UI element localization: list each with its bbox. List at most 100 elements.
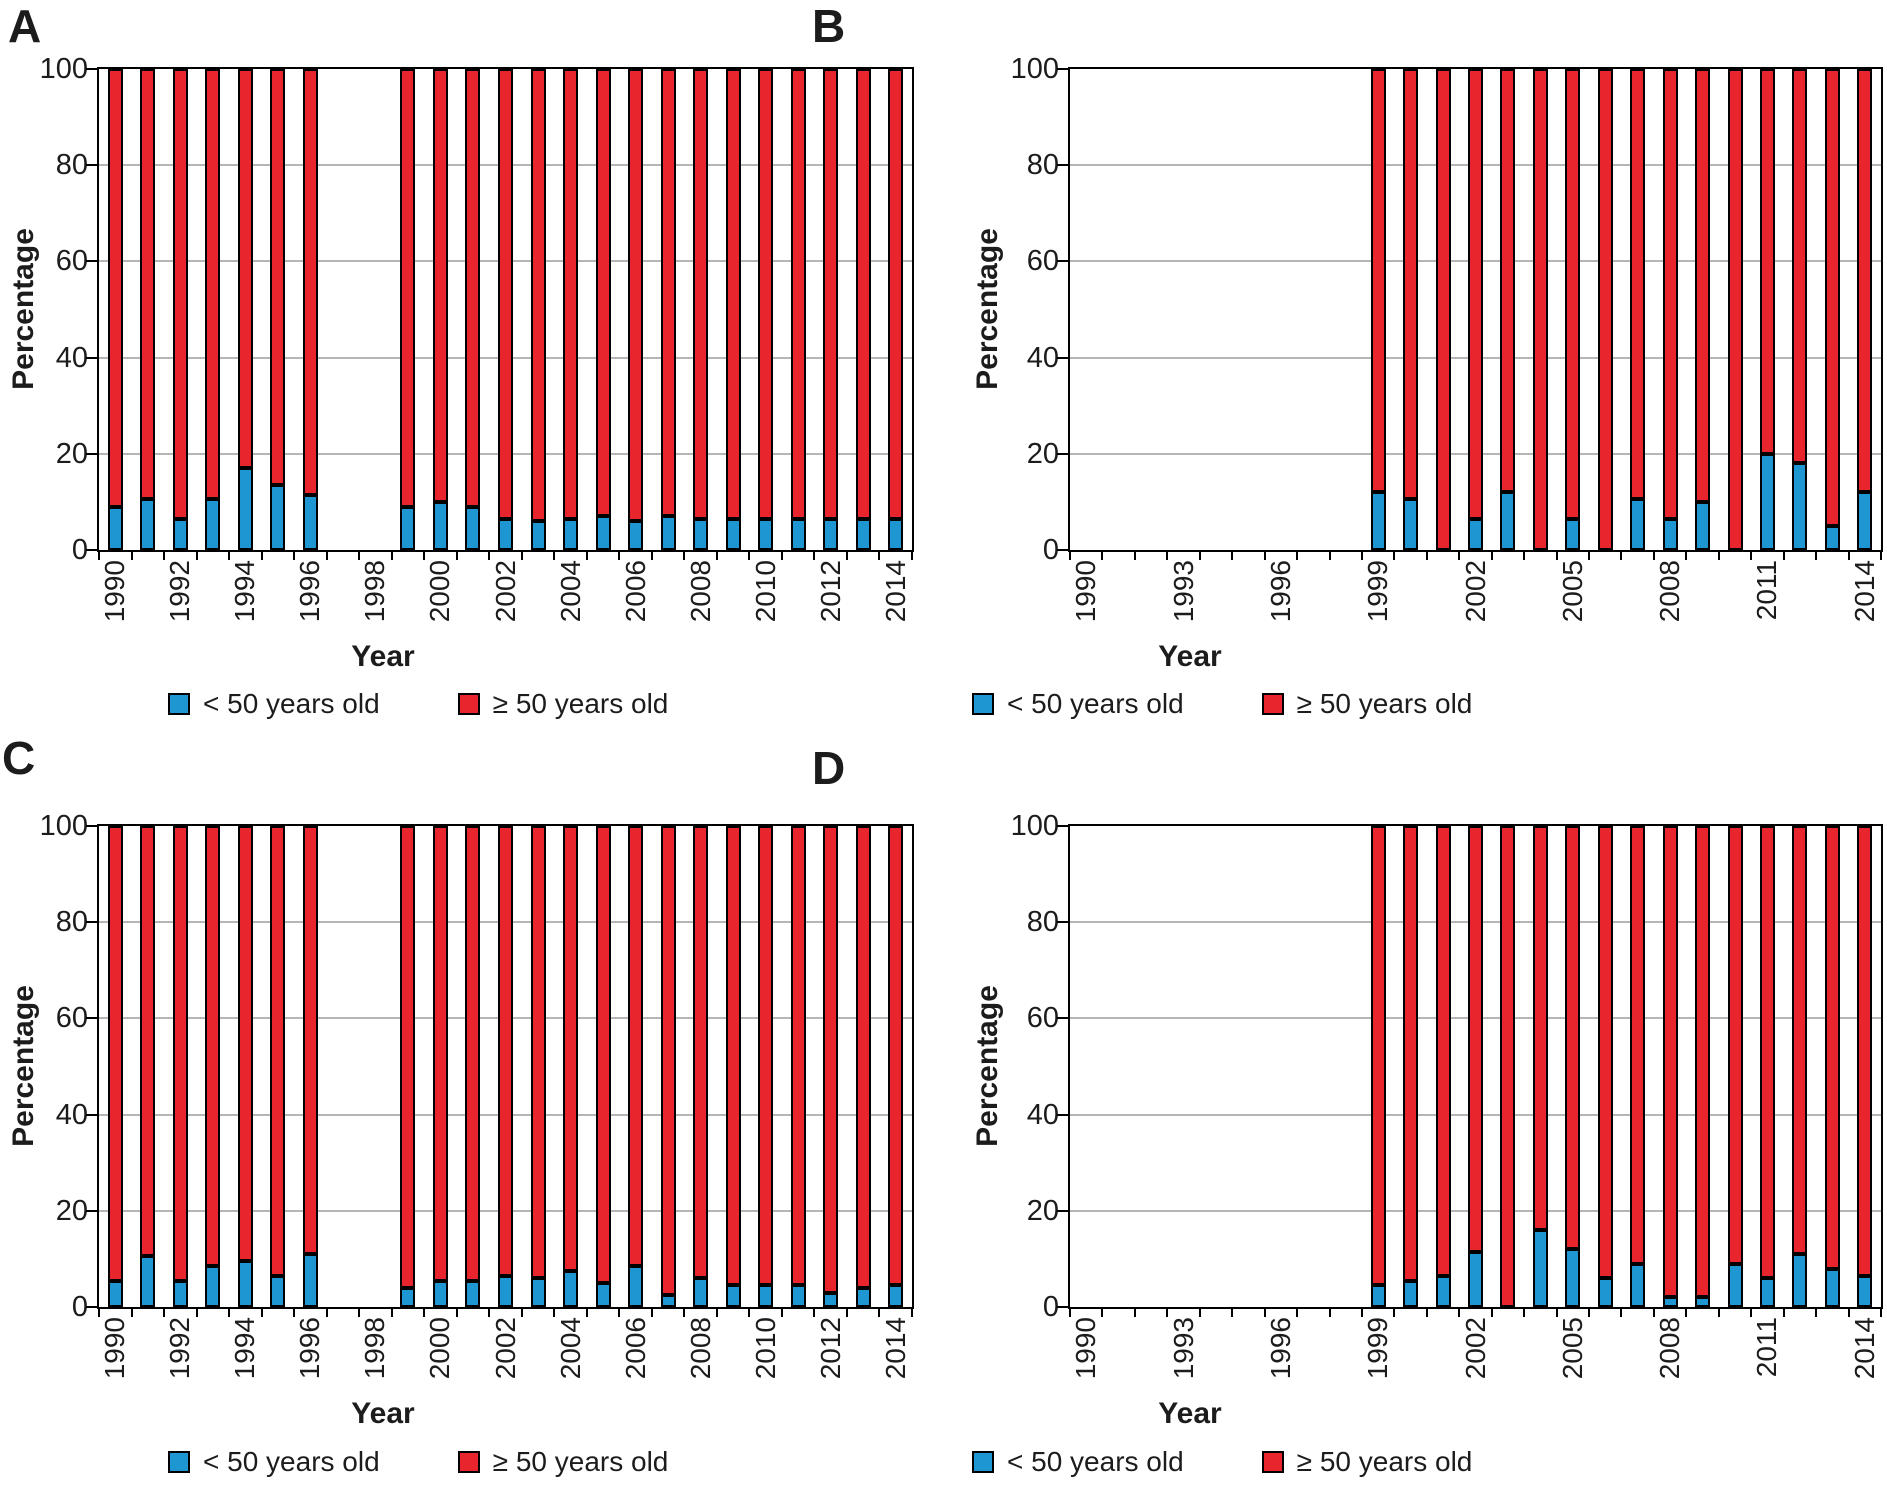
- x-tick-label: 2002: [1459, 1317, 1491, 1380]
- bar-over50-segment: [531, 826, 546, 1278]
- bar-over50-segment: [888, 69, 903, 519]
- bar-over50-segment: [1371, 826, 1386, 1285]
- x-axis-tick: [1588, 552, 1591, 560]
- x-axis-tick: [1166, 552, 1169, 560]
- bar-over50-segment: [433, 69, 448, 502]
- x-axis-tick: [1360, 1309, 1363, 1317]
- bar-over50-segment: [1598, 69, 1613, 550]
- legend-swatch-under50: [168, 693, 190, 715]
- bar-under50-segment: [726, 1285, 741, 1307]
- bar-under50-segment: [498, 519, 513, 550]
- legend-item-over50: ≥ 50 years old: [457, 1446, 668, 1478]
- legend-label: ≥ 50 years old: [492, 688, 669, 719]
- y-tick-label: 0: [1042, 534, 1059, 566]
- bar-over50-segment: [1760, 826, 1775, 1278]
- x-axis-tick: [163, 1309, 166, 1317]
- x-axis-tick: [1263, 1309, 1266, 1317]
- x-axis-tick: [1523, 552, 1526, 560]
- bar-over50-segment: [823, 69, 838, 519]
- bar-over50-segment: [791, 69, 806, 519]
- x-axis-tick: [1652, 1309, 1655, 1317]
- bar-over50-segment: [1728, 826, 1743, 1264]
- y-axis-tick: [86, 1017, 97, 1020]
- x-tick-label: 2002: [1459, 560, 1491, 623]
- x-axis-tick: [520, 1309, 523, 1317]
- bar-under50-segment: [563, 1271, 578, 1307]
- bar-under50-segment: [1760, 1278, 1775, 1307]
- bar-over50-segment: [1371, 69, 1386, 492]
- x-axis-tick: [1458, 1309, 1461, 1317]
- bar-under50-segment: [238, 468, 253, 550]
- bar-over50-segment: [1825, 826, 1840, 1269]
- bar-over50-segment: [596, 69, 611, 516]
- bar-over50-segment: [108, 69, 123, 507]
- bar-under50-segment: [888, 1285, 903, 1307]
- x-axis-tick: [1717, 1309, 1720, 1317]
- bar-over50-segment: [1565, 826, 1580, 1249]
- legend-item-over50: ≥ 50 years old: [1261, 1446, 1472, 1478]
- y-axis-tick: [86, 1306, 97, 1308]
- x-tick-label: 2010: [749, 1317, 781, 1380]
- y-axis-tick: [1057, 1209, 1068, 1212]
- x-axis-tick: [1231, 552, 1234, 560]
- y-tick-label: 40: [55, 341, 88, 374]
- bar-over50-segment: [303, 826, 318, 1254]
- x-tick-label: 2006: [619, 1317, 651, 1380]
- bar-over50-segment: [1533, 826, 1548, 1230]
- x-axis-tick: [1880, 552, 1882, 560]
- y-tick-label: 80: [55, 149, 88, 182]
- x-axis-title: Year: [351, 640, 415, 673]
- bar-under50-segment: [693, 1278, 708, 1307]
- bar-under50-segment: [1728, 1264, 1743, 1307]
- x-axis-tick: [358, 1309, 361, 1317]
- x-axis-tick: [1652, 552, 1655, 560]
- x-axis-tick: [585, 1309, 588, 1317]
- x-axis-title: Year: [1158, 640, 1222, 673]
- x-tick-label: 1992: [164, 1317, 196, 1380]
- x-axis-tick: [1069, 552, 1071, 560]
- y-axis-tick: [1057, 452, 1068, 455]
- x-axis-tick: [780, 1309, 783, 1317]
- bar-under50-segment: [140, 499, 155, 550]
- y-tick-label: 20: [1026, 437, 1059, 470]
- bar-under50-segment: [661, 1295, 676, 1307]
- x-tick-label: 1999: [1362, 1317, 1394, 1380]
- x-tick-label: 2012: [814, 1317, 846, 1380]
- bar-under50-segment: [1857, 1276, 1872, 1307]
- bar-over50-segment: [661, 826, 676, 1295]
- y-axis-tick: [1057, 356, 1068, 359]
- y-axis-tick: [86, 549, 97, 551]
- y-axis-tick: [1057, 921, 1068, 924]
- x-tick-label: 1996: [1264, 560, 1296, 623]
- bar-under50-segment: [1500, 492, 1515, 550]
- bar-under50-segment: [1436, 1276, 1451, 1307]
- bar-over50-segment: [1500, 826, 1515, 1307]
- legend-swatch-over50: [457, 1451, 480, 1473]
- y-tick-label: 0: [71, 534, 88, 566]
- bar-under50-segment: [1792, 1254, 1807, 1307]
- bar-under50-segment: [628, 1266, 643, 1307]
- y-axis-tick: [86, 68, 97, 70]
- bar-under50-segment: [1663, 519, 1678, 550]
- x-axis-tick: [1393, 1309, 1396, 1317]
- bar-over50-segment: [1598, 826, 1613, 1278]
- x-axis-tick: [1750, 1309, 1753, 1317]
- x-tick-label: 2011: [1751, 560, 1783, 621]
- bar-over50-segment: [726, 69, 741, 519]
- bar-under50-segment: [1695, 502, 1710, 550]
- x-tick-label: 2014: [1848, 560, 1880, 623]
- bar-over50-segment: [173, 826, 188, 1281]
- legend-item-under50: < 50 years old: [168, 1446, 380, 1478]
- legend-label: < 50 years old: [1007, 1446, 1184, 1477]
- x-axis-tick: [650, 1309, 653, 1317]
- x-axis-tick: [1847, 1309, 1850, 1317]
- legend-swatch-under50: [972, 1451, 994, 1473]
- x-axis-tick: [780, 552, 783, 560]
- x-axis-tick: [130, 552, 133, 560]
- legend-item-under50: < 50 years old: [972, 688, 1184, 720]
- y-axis-tick: [1057, 164, 1068, 167]
- bar-over50-segment: [1760, 69, 1775, 454]
- x-axis-tick: [1166, 1309, 1169, 1317]
- y-axis-tick: [86, 164, 97, 167]
